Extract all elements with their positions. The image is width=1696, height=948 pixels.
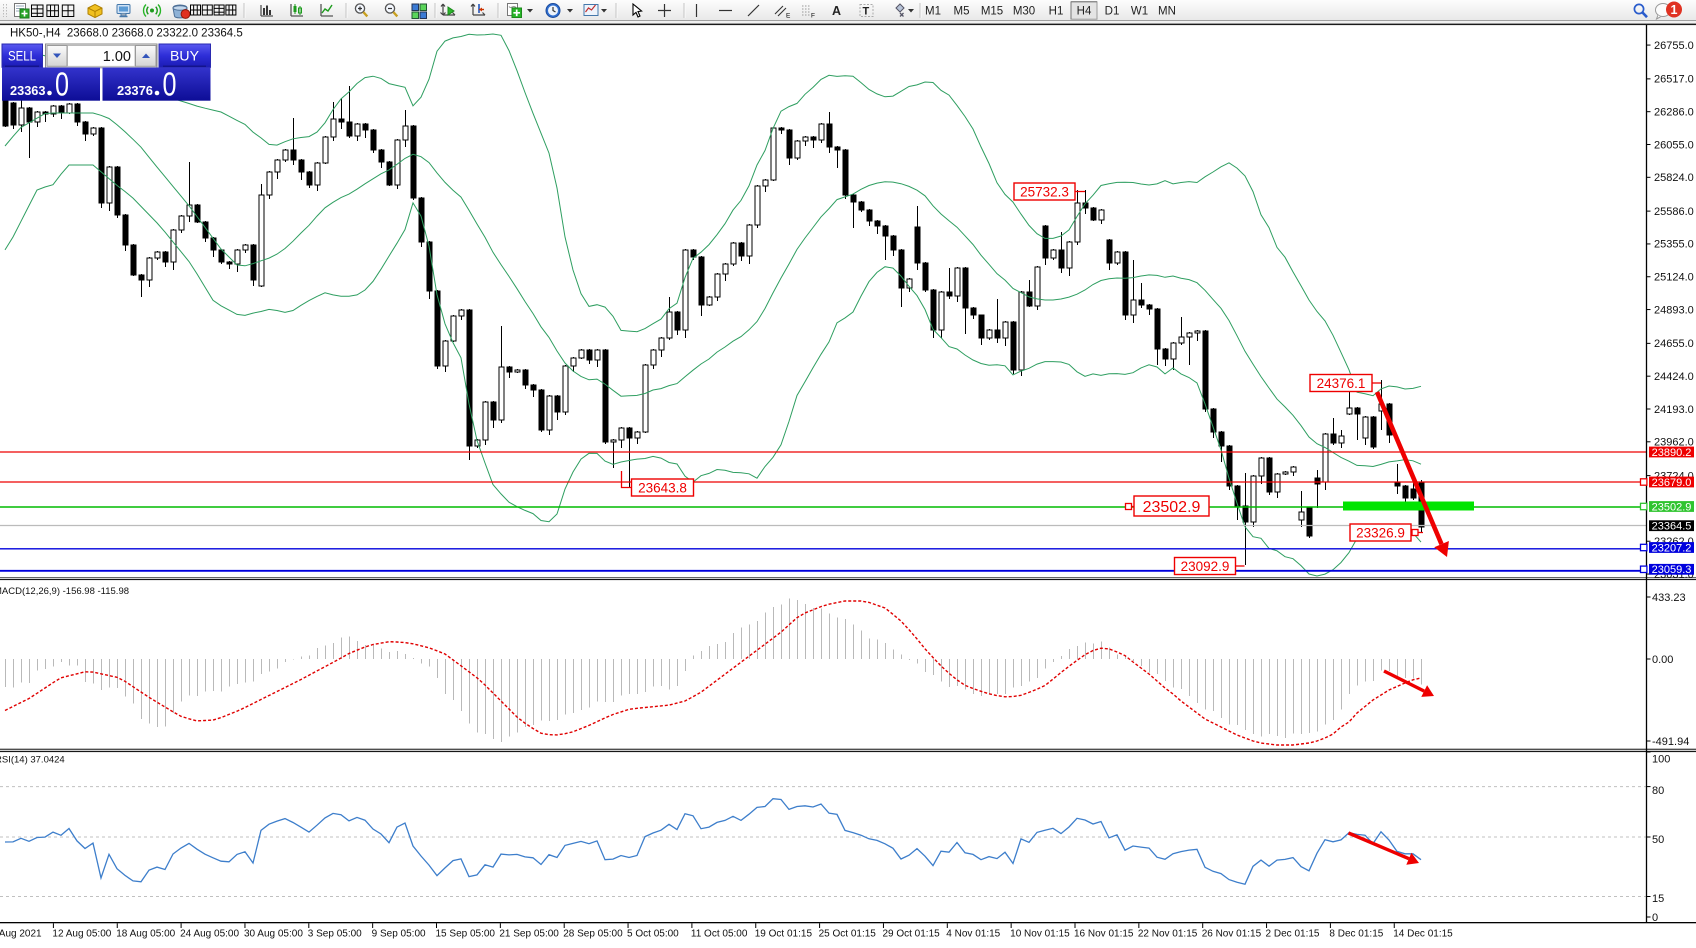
svg-text:23364.5: 23364.5: [1652, 521, 1692, 533]
svg-text:26 Nov 01:15: 26 Nov 01:15: [1202, 929, 1262, 940]
svg-text:14 Dec 01:15: 14 Dec 01:15: [1393, 929, 1453, 940]
svg-text:W1: W1: [1131, 6, 1148, 18]
svg-text:23326.9: 23326.9: [1356, 525, 1405, 540]
svg-text:12 Aug 05:00: 12 Aug 05:00: [52, 929, 111, 940]
svg-text:23643.8: 23643.8: [638, 480, 687, 495]
svg-text:23502.9: 23502.9: [1652, 501, 1692, 513]
svg-text:25586.0: 25586.0: [1654, 206, 1694, 218]
svg-text:24 Aug 05:00: 24 Aug 05:00: [180, 929, 239, 940]
svg-text:24376.1: 24376.1: [1317, 376, 1366, 391]
svg-text:25124.0: 25124.0: [1654, 272, 1694, 284]
svg-text:23092.9: 23092.9: [1181, 559, 1230, 574]
svg-text:F: F: [811, 13, 815, 20]
svg-text:8 Dec 01:15: 8 Dec 01:15: [1329, 929, 1383, 940]
svg-text:29 Oct 01:15: 29 Oct 01:15: [882, 929, 940, 940]
svg-text:1.00: 1.00: [103, 49, 131, 65]
svg-text:25 Oct 01:15: 25 Oct 01:15: [819, 929, 877, 940]
svg-text:5 Oct 05:00: 5 Oct 05:00: [627, 929, 679, 940]
svg-text:HK50-,H4 23668.0 23668.0 2332: HK50-,H4 23668.0 23668.0 23322.0 23364.5: [10, 28, 243, 40]
svg-text:24193.0: 24193.0: [1654, 404, 1694, 416]
svg-text:11 Oct 05:00: 11 Oct 05:00: [691, 929, 748, 940]
svg-text:BUY: BUY: [170, 49, 199, 64]
svg-text:19 Oct 01:15: 19 Oct 01:15: [755, 929, 813, 940]
svg-text:15: 15: [1652, 893, 1664, 905]
svg-text:MN: MN: [1158, 6, 1176, 18]
svg-text:23207.2: 23207.2: [1652, 542, 1692, 554]
svg-text:M30: M30: [1013, 6, 1035, 18]
svg-text:M5: M5: [954, 6, 970, 18]
svg-text:SELL: SELL: [8, 49, 36, 64]
svg-text:9 Sep 05:00: 9 Sep 05:00: [372, 929, 426, 940]
svg-text:25355.0: 25355.0: [1654, 239, 1694, 251]
svg-text:RSI(14) 37.0424: RSI(14) 37.0424: [0, 755, 65, 766]
svg-text:18 Aug 05:00: 18 Aug 05:00: [116, 929, 175, 940]
svg-text:M15: M15: [981, 6, 1003, 18]
svg-text:23376: 23376: [117, 83, 153, 98]
svg-text:E: E: [786, 13, 791, 20]
svg-text:22 Nov 01:15: 22 Nov 01:15: [1138, 929, 1198, 940]
svg-text:23679.0: 23679.0: [1652, 477, 1692, 489]
svg-text:28 Sep 05:00: 28 Sep 05:00: [563, 929, 623, 940]
svg-text:80: 80: [1652, 785, 1664, 797]
svg-text:0: 0: [163, 66, 177, 103]
svg-text:-491.94: -491.94: [1652, 736, 1689, 748]
svg-text:MACD(12,26,9) -156.98 -115.98: MACD(12,26,9) -156.98 -115.98: [0, 586, 129, 597]
svg-text:433.23: 433.23: [1652, 592, 1686, 604]
svg-text:H4: H4: [1077, 6, 1092, 18]
svg-text:24893.0: 24893.0: [1654, 304, 1694, 316]
svg-text:0: 0: [55, 66, 69, 103]
svg-text:21 Sep 05:00: 21 Sep 05:00: [499, 929, 559, 940]
svg-text:23363: 23363: [10, 83, 46, 98]
svg-text:26055.0: 26055.0: [1654, 139, 1694, 151]
svg-text:A: A: [832, 4, 841, 18]
svg-text:10 Nov 01:15: 10 Nov 01:15: [1010, 929, 1070, 940]
svg-text:23059.3: 23059.3: [1652, 564, 1692, 576]
svg-text:23890.2: 23890.2: [1652, 447, 1692, 459]
svg-text:30 Aug 05:00: 30 Aug 05:00: [244, 929, 303, 940]
svg-text:16 Nov 01:15: 16 Nov 01:15: [1074, 929, 1134, 940]
svg-text:3 Sep 05:00: 3 Sep 05:00: [308, 929, 362, 940]
svg-text:23502.9: 23502.9: [1143, 499, 1201, 516]
svg-text:50: 50: [1652, 834, 1664, 846]
svg-text:23962.0: 23962.0: [1654, 437, 1694, 449]
svg-text:0.00: 0.00: [1652, 654, 1673, 666]
svg-text:4 Nov 01:15: 4 Nov 01:15: [946, 929, 1000, 940]
svg-text:T: T: [863, 6, 870, 18]
svg-text:25824.0: 25824.0: [1654, 172, 1694, 184]
svg-text:24424.0: 24424.0: [1654, 371, 1694, 383]
svg-text:1: 1: [1671, 3, 1678, 17]
svg-text:24655.0: 24655.0: [1654, 338, 1694, 350]
svg-text:D1: D1: [1105, 6, 1120, 18]
svg-text:15 Sep 05:00: 15 Sep 05:00: [436, 929, 496, 940]
svg-text:0: 0: [1652, 912, 1658, 924]
svg-text:H1: H1: [1049, 6, 1064, 18]
svg-text:5 Aug 2021: 5 Aug 2021: [0, 929, 42, 940]
svg-text:100: 100: [1652, 753, 1670, 765]
svg-text:M1: M1: [925, 6, 941, 18]
svg-text:26755.0: 26755.0: [1654, 40, 1694, 52]
svg-text:26286.0: 26286.0: [1654, 106, 1694, 118]
svg-text:25732.3: 25732.3: [1020, 184, 1069, 199]
svg-text:26517.0: 26517.0: [1654, 74, 1694, 86]
svg-text:2 Dec 01:15: 2 Dec 01:15: [1266, 929, 1320, 940]
